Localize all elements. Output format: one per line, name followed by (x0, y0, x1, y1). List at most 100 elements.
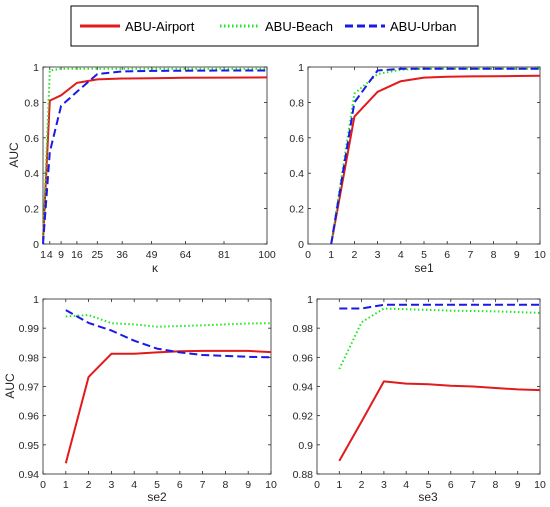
x-tick-label: 7 (470, 479, 476, 491)
x-tick-label: 1 (328, 249, 334, 261)
y-tick-label: 0.6 (289, 133, 304, 145)
y-axis-label: AUC (3, 373, 17, 399)
series-line-abu-urban (42, 69, 267, 245)
y-tick-label: 1 (298, 62, 304, 74)
y-tick-label: 0.88 (293, 469, 314, 481)
x-tick-label: 8 (222, 479, 228, 491)
y-axis-label: AUC (7, 142, 21, 168)
y-tick-label: 0 (298, 239, 304, 251)
x-tick-label: 2 (86, 479, 92, 491)
x-tick-label: 9 (515, 479, 521, 491)
x-axis-label: se1 (414, 261, 434, 275)
y-tick-label: 0.6 (24, 133, 39, 145)
x-tick-label: 0 (314, 479, 320, 491)
series-line-abu-airport (338, 380, 541, 462)
series-line-abu-beach (338, 307, 541, 370)
y-tick-label: 0.8 (24, 97, 39, 109)
panel-se3: 0 1 2 3 4 5 6 7 8 9 10 0.88 0.9 0.92 0.94 0.96 0.98 1 se3 (293, 294, 546, 504)
series-line-abu-airport (42, 76, 268, 241)
x-tick-label: 49 (146, 249, 158, 261)
plot-area (307, 66, 541, 245)
y-tick-label: 1 (33, 62, 39, 74)
x-tick-label: 5 (154, 479, 160, 491)
x-tick-label: 1 (63, 479, 69, 491)
x-tick-label: 25 (91, 249, 103, 261)
x-tick-label: 1 (40, 249, 46, 261)
y-tick-label: 0.99 (19, 323, 40, 335)
x-tick-label: 10 (265, 479, 277, 491)
plot-area (42, 298, 272, 475)
y-tick-label: 0.96 (293, 352, 314, 364)
x-tick-label: 8 (492, 479, 498, 491)
y-tick-label: 0.98 (293, 323, 314, 335)
x-tick-label: 1 (336, 479, 342, 491)
x-tick-label: 0 (40, 479, 46, 491)
y-tick-label: 0.98 (19, 352, 40, 364)
x-tick-label: 5 (426, 479, 432, 491)
x-tick-label: 9 (58, 249, 64, 261)
legend: ABU-Airport ABU-Beach ABU-Urban (70, 5, 479, 47)
plot-area (42, 66, 268, 245)
y-tick-label: 0.2 (24, 204, 39, 216)
series-line-abu-beach (42, 67, 267, 241)
x-tick-label: 36 (116, 249, 128, 261)
y-tick-label: 0 (33, 239, 39, 251)
x-tick-label: 100 (258, 249, 276, 261)
x-tick-label: 2 (359, 479, 365, 491)
x-tick-label: 9 (245, 479, 251, 491)
x-tick-label: 6 (177, 479, 183, 491)
x-tick-label: 0 (305, 249, 311, 261)
y-tick-label: 0.97 (19, 382, 40, 394)
series-line-abu-beach (65, 314, 272, 328)
y-tick-label: 0.95 (19, 440, 40, 452)
x-tick-label: 7 (200, 479, 206, 491)
x-tick-label: 6 (448, 479, 454, 491)
x-tick-label: 2 (351, 249, 357, 261)
series-line-abu-urban (339, 303, 540, 310)
x-tick-label: 81 (218, 249, 230, 261)
y-tick-label: 0.9 (298, 440, 313, 452)
x-tick-label: 4 (47, 249, 53, 261)
x-tick-label: 64 (180, 249, 192, 261)
y-tick-label: 0.8 (289, 97, 304, 109)
x-tick-label: 7 (467, 249, 473, 261)
x-tick-label: 3 (375, 249, 381, 261)
x-tick-label: 4 (398, 249, 404, 261)
legend-label-urban: ABU-Urban (390, 19, 456, 34)
panel-se2: 0 1 2 3 4 5 6 7 8 9 10 0.94 0.95 0.96 0.97 0.98 0.99 1 se… (3, 294, 277, 504)
y-tick-label: 0.4 (24, 168, 39, 180)
x-tick-label: 6 (444, 249, 450, 261)
legend-box (70, 5, 479, 47)
x-tick-label: 3 (108, 479, 114, 491)
panel-se1: 0 1 2 3 4 5 6 7 8 9 10 0 0.2 0.4 0.6 0.8 1 se1 (289, 62, 546, 275)
x-tick-label: 8 (491, 249, 497, 261)
series-line-abu-urban (330, 67, 540, 245)
series-line-abu-airport (330, 74, 541, 245)
y-tick-label: 1 (33, 294, 39, 306)
legend-label-beach: ABU-Beach (265, 19, 333, 34)
y-tick-label: 0.2 (289, 204, 304, 216)
y-tick-label: 1 (307, 294, 313, 306)
x-tick-label: 10 (534, 249, 546, 261)
y-tick-label: 0.94 (293, 382, 314, 394)
x-axis-label: κ (152, 261, 159, 275)
x-tick-label: 16 (71, 249, 83, 261)
x-axis-label: se3 (418, 490, 438, 504)
x-tick-label: 9 (514, 249, 520, 261)
x-tick-label: 3 (381, 479, 387, 491)
plot-area (316, 298, 541, 475)
series-line-abu-airport (64, 349, 272, 464)
y-tick-label: 0.4 (289, 168, 304, 180)
x-axis-label: se2 (147, 490, 167, 504)
x-tick-label: 4 (131, 479, 137, 491)
legend-label-airport: ABU-Airport (125, 19, 195, 34)
series-line-abu-urban (65, 309, 272, 359)
x-tick-label: 5 (421, 249, 427, 261)
y-tick-label: 0.96 (19, 411, 40, 423)
y-tick-label: 0.94 (19, 469, 40, 481)
x-tick-label: 4 (403, 479, 409, 491)
y-tick-label: 0.92 (293, 411, 314, 423)
x-tick-label: 10 (534, 479, 546, 491)
